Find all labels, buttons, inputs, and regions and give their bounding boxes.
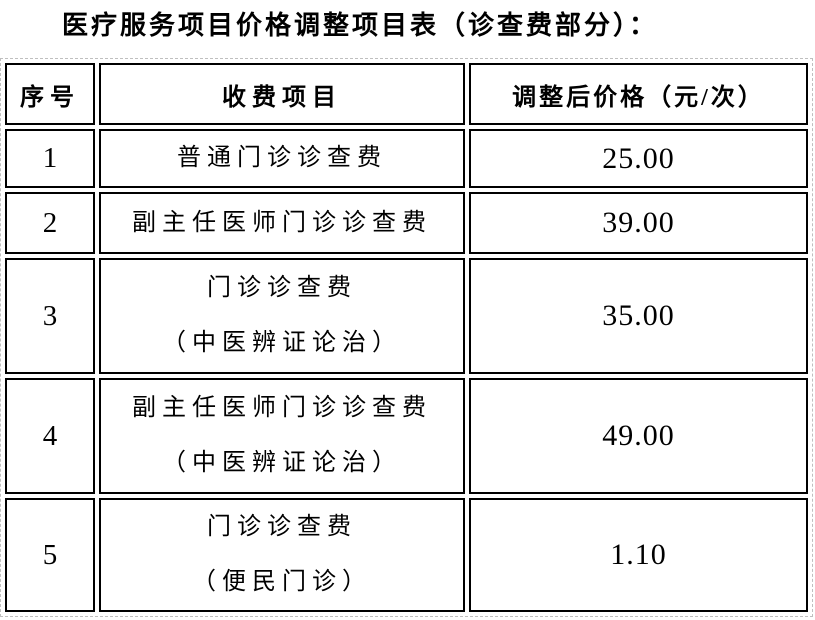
cell-charge-item: 门诊诊查费 （中医辨证论治） [99,258,465,374]
table-header-row: 序号 收费项目 调整后价格（元/次） [5,63,808,125]
cell-charge-item: 普通门诊诊查费 [99,129,465,188]
cell-charge-item: 副主任医师门诊诊查费 （中医辨证论治） [99,378,465,494]
charge-item-line: 普通门诊诊查费 [177,145,387,171]
cell-adjusted-price: 25.00 [469,129,808,188]
cell-adjusted-price: 39.00 [469,192,808,254]
charge-item-line: 门诊诊查费 [207,514,357,540]
cell-charge-item: 副主任医师门诊诊查费 [99,192,465,254]
table-gridline-outline: 序号 收费项目 调整后价格（元/次） 1 普通门诊诊查费 25.00 2 副主任医师门诊… [0,58,813,617]
cell-adjusted-price: 35.00 [469,258,808,374]
table-row: 2 副主任医师门诊诊查费 39.00 [5,192,808,254]
cell-adjusted-price: 49.00 [469,378,808,494]
charge-item-line: （中医辨证论治） [162,450,402,476]
page-title: 医疗服务项目价格调整项目表（诊查费部分）： [62,11,659,40]
header-charge-item: 收费项目 [99,63,465,125]
price-table: 序号 收费项目 调整后价格（元/次） 1 普通门诊诊查费 25.00 2 副主任医师门诊… [1,59,812,616]
header-adjusted-price: 调整后价格（元/次） [469,63,808,125]
cell-charge-item: 门诊诊查费 （便民门诊） [99,498,465,612]
table-row: 3 门诊诊查费 （中医辨证论治） 35.00 [5,258,808,374]
cell-adjusted-price: 1.10 [469,498,808,612]
charge-item-line: 副主任医师门诊诊查费 [132,395,432,421]
cell-sequence-number: 4 [5,378,95,494]
table-row: 5 门诊诊查费 （便民门诊） 1.10 [5,498,808,612]
charge-item-line: （中医辨证论治） [162,330,402,356]
table-body: 1 普通门诊诊查费 25.00 2 副主任医师门诊诊查费 39.00 3 门诊诊查费 （中医辨证… [5,129,808,612]
charge-item-line: 门诊诊查费 [207,275,357,301]
table-row: 1 普通门诊诊查费 25.00 [5,129,808,188]
header-sequence-number: 序号 [5,63,95,125]
table-row: 4 副主任医师门诊诊查费 （中医辨证论治） 49.00 [5,378,808,494]
charge-item-line: （便民门诊） [192,569,372,595]
cell-sequence-number: 1 [5,129,95,188]
cell-sequence-number: 3 [5,258,95,374]
cell-sequence-number: 5 [5,498,95,612]
charge-item-line: 副主任医师门诊诊查费 [132,209,432,236]
cell-sequence-number: 2 [5,192,95,254]
